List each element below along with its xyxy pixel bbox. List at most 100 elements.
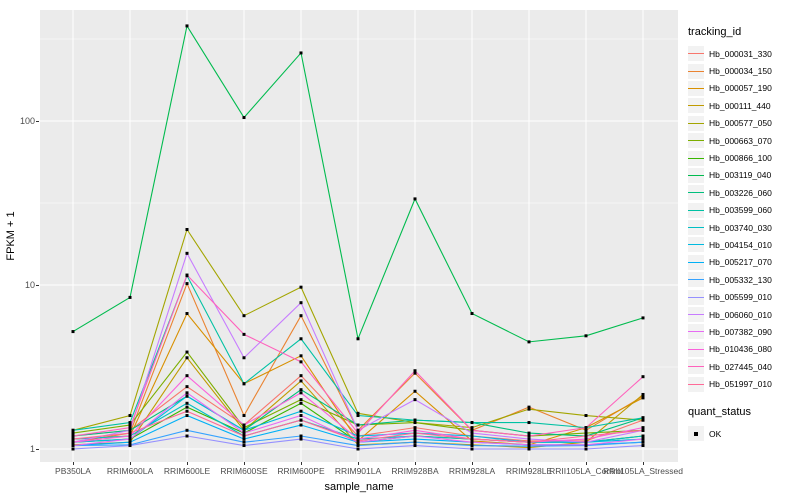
legend-line-swatch (688, 227, 704, 229)
legend-line-swatch (688, 174, 704, 176)
data-point (356, 411, 360, 415)
legend-item: Hb_003599_060 (688, 202, 800, 219)
data-point (356, 414, 360, 418)
legend-item: Hb_010436_080 (688, 341, 800, 358)
legend-label: Hb_004154_010 (709, 239, 772, 250)
legend-key (688, 98, 704, 114)
x-tick-label: RRIM928BA (391, 466, 439, 476)
x-tick-mark (187, 462, 188, 465)
legend-line-swatch (688, 140, 704, 142)
x-tick-mark (529, 462, 530, 465)
data-point (128, 295, 132, 299)
legend-label: Hb_003119_040 (709, 170, 772, 181)
data-point (71, 437, 75, 441)
x-tick-mark (586, 462, 587, 465)
legend-key (688, 254, 704, 270)
legend-label: Hb_000577_050 (709, 118, 772, 129)
data-point (413, 434, 417, 438)
data-point (185, 394, 189, 398)
data-point (413, 418, 417, 422)
legend-key (688, 46, 704, 62)
data-point (584, 431, 588, 435)
data-point (584, 428, 588, 432)
legend-label: Hb_051997_010 (709, 379, 772, 390)
data-point (299, 314, 303, 318)
data-point (185, 282, 189, 286)
legend-item: Hb_000034_150 (688, 62, 800, 79)
data-point (185, 409, 189, 413)
legend-item: Hb_003226_060 (688, 184, 800, 201)
legend-item: Hb_000031_330 (688, 45, 800, 62)
data-point (470, 444, 474, 448)
x-tick-label: RRIM928LE (505, 466, 553, 476)
x-tick-mark (301, 462, 302, 465)
legend-label: Hb_027445_040 (709, 361, 772, 372)
legend-label: Hb_000031_330 (709, 48, 772, 59)
legend-title: tracking_id (688, 26, 742, 38)
data-point (242, 356, 246, 360)
x-tick-mark (130, 462, 131, 465)
data-point (299, 401, 303, 405)
data-point (527, 443, 531, 447)
legend-key (688, 150, 704, 166)
data-point (185, 391, 189, 395)
y-tick-label: 100 (19, 116, 35, 126)
data-point (470, 447, 474, 451)
data-point (128, 440, 132, 444)
quant-legend-title: quant_status (688, 405, 751, 418)
data-point (527, 440, 531, 444)
data-point (185, 414, 189, 418)
data-point (584, 426, 588, 430)
legend-key (688, 63, 704, 79)
x-axis-title: sample_name (324, 481, 394, 493)
data-point (71, 330, 75, 334)
data-point (299, 391, 303, 395)
data-point (641, 396, 645, 400)
data-point (242, 444, 246, 448)
data-point (527, 405, 531, 409)
data-point (641, 394, 645, 398)
legend-line-swatch (688, 261, 704, 263)
data-point (470, 431, 474, 435)
data-point (527, 421, 531, 425)
data-point (470, 421, 474, 425)
legend-key (688, 272, 704, 288)
data-point (185, 227, 189, 231)
y-tick-mark (36, 121, 39, 122)
data-point (413, 369, 417, 373)
legend-key (688, 376, 704, 392)
legend-label: Hb_000111_440 (709, 100, 771, 111)
legend-line-swatch (688, 244, 704, 246)
legend-line-swatch (688, 279, 704, 281)
legend-item: Hb_000663_070 (688, 132, 800, 149)
legend-key (688, 185, 704, 201)
data-point (128, 444, 132, 448)
data-point (413, 444, 417, 448)
legend-item: Hb_003740_030 (688, 219, 800, 236)
data-point (356, 444, 360, 448)
legend-key (688, 167, 704, 183)
data-point (299, 423, 303, 427)
data-point (71, 447, 75, 451)
data-point (356, 439, 360, 443)
x-tick-label: RRIM600SE (220, 466, 268, 476)
data-point (641, 434, 645, 438)
data-point (71, 444, 75, 448)
legend-item: Hb_000577_050 (688, 115, 800, 132)
data-point (356, 428, 360, 432)
data-point (128, 421, 132, 425)
data-point (527, 340, 531, 344)
x-tick-label: RRIM600PE (277, 466, 325, 476)
legend-line-swatch (688, 209, 704, 211)
data-point (527, 437, 531, 441)
x-tick-label: RRIM901LA (334, 466, 382, 476)
legend-key (688, 202, 704, 218)
legend-line-swatch (688, 122, 704, 124)
legend-item: Hb_000057_190 (688, 80, 800, 97)
data-point (299, 285, 303, 289)
data-point (413, 197, 417, 201)
data-point (584, 437, 588, 441)
data-point (413, 398, 417, 402)
data-point (185, 385, 189, 389)
data-point (242, 116, 246, 120)
